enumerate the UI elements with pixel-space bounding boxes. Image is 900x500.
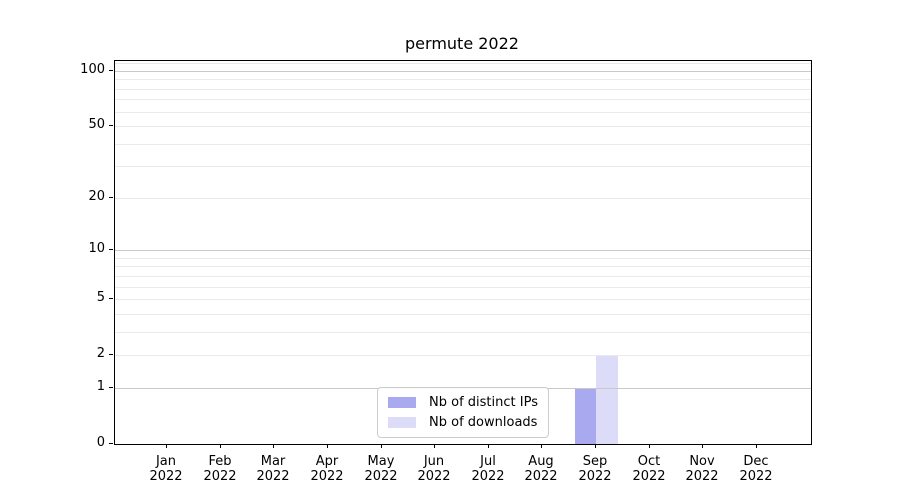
- y-gridline-minor: [115, 287, 811, 288]
- y-tick-mark: [109, 387, 113, 388]
- y-tick-label: 100: [80, 62, 105, 77]
- x-tick-mark: [488, 444, 489, 448]
- x-tick-mark: [381, 444, 382, 448]
- y-gridline-minor: [115, 299, 811, 300]
- y-tick-mark: [109, 197, 113, 198]
- x-tick-label: Aug 2022: [524, 454, 558, 484]
- y-tick-mark: [109, 249, 113, 250]
- x-tick-label: Jun 2022: [417, 454, 451, 484]
- plot-area: Nb of distinct IPs Nb of downloads: [114, 60, 812, 445]
- x-tick-mark: [756, 444, 757, 448]
- y-gridline-minor: [115, 126, 811, 127]
- x-tick-mark: [273, 444, 274, 448]
- y-tick-mark: [109, 125, 113, 126]
- legend-swatch-distinct-ips: [388, 397, 417, 408]
- legend-label-downloads: Nb of downloads: [429, 415, 538, 430]
- y-gridline-minor: [115, 266, 811, 267]
- x-tick-label: Nov 2022: [685, 454, 719, 484]
- x-tick-label: Jul 2022: [471, 454, 505, 484]
- y-tick-label: 10: [88, 241, 105, 256]
- y-gridline-minor: [115, 99, 811, 100]
- y-tick-mark: [109, 354, 113, 355]
- y-gridline-minor: [115, 166, 811, 167]
- y-tick-label: 20: [88, 189, 105, 204]
- x-tick-mark: [327, 444, 328, 448]
- y-gridline-minor: [115, 355, 811, 356]
- x-tick-mark: [649, 444, 650, 448]
- legend-item-downloads: Nb of downloads: [388, 415, 538, 430]
- x-tick-label: Sep 2022: [578, 454, 612, 484]
- bar-downloads: [596, 355, 618, 444]
- y-tick-label: 2: [96, 346, 105, 361]
- legend-item-distinct-ips: Nb of distinct IPs: [388, 395, 538, 410]
- y-gridline-minor: [115, 314, 811, 315]
- y-tick-label: 1: [96, 379, 105, 394]
- x-tick-label: Oct 2022: [632, 454, 666, 484]
- x-tick-mark: [595, 444, 596, 448]
- chart-title: permute 2022: [405, 34, 519, 53]
- x-tick-label: Apr 2022: [310, 454, 344, 484]
- x-tick-mark: [220, 444, 221, 448]
- y-gridline-major: [115, 250, 811, 251]
- y-gridline-minor: [115, 144, 811, 145]
- y-tick-label: 50: [88, 117, 105, 132]
- y-tick-label: 0: [96, 435, 105, 450]
- legend-label-distinct-ips: Nb of distinct IPs: [429, 395, 538, 410]
- y-gridline-minor: [115, 198, 811, 199]
- y-gridline-minor: [115, 332, 811, 333]
- y-tick-label: 5: [96, 290, 105, 305]
- bar-distinct-ips: [574, 387, 597, 444]
- y-gridline-minor: [115, 79, 811, 80]
- x-tick-label: Dec 2022: [739, 454, 773, 484]
- x-tick-mark: [702, 444, 703, 448]
- x-tick-mark: [434, 444, 435, 448]
- x-tick-label: Jan 2022: [149, 454, 183, 484]
- x-tick-mark: [541, 444, 542, 448]
- y-gridline-minor: [115, 258, 811, 259]
- legend: Nb of distinct IPs Nb of downloads: [377, 387, 549, 438]
- y-tick-mark: [109, 443, 113, 444]
- y-gridline-major: [115, 71, 811, 72]
- y-gridline-minor: [115, 276, 811, 277]
- legend-swatch-downloads: [388, 417, 417, 428]
- x-tick-label: Mar 2022: [256, 454, 290, 484]
- x-tick-label: May 2022: [364, 454, 398, 484]
- x-tick-label: Feb 2022: [203, 454, 237, 484]
- y-gridline-minor: [115, 63, 811, 64]
- x-tick-mark: [166, 444, 167, 448]
- y-tick-mark: [109, 298, 113, 299]
- y-tick-mark: [109, 70, 113, 71]
- y-gridline-minor: [115, 112, 811, 113]
- y-gridline-minor: [115, 89, 811, 90]
